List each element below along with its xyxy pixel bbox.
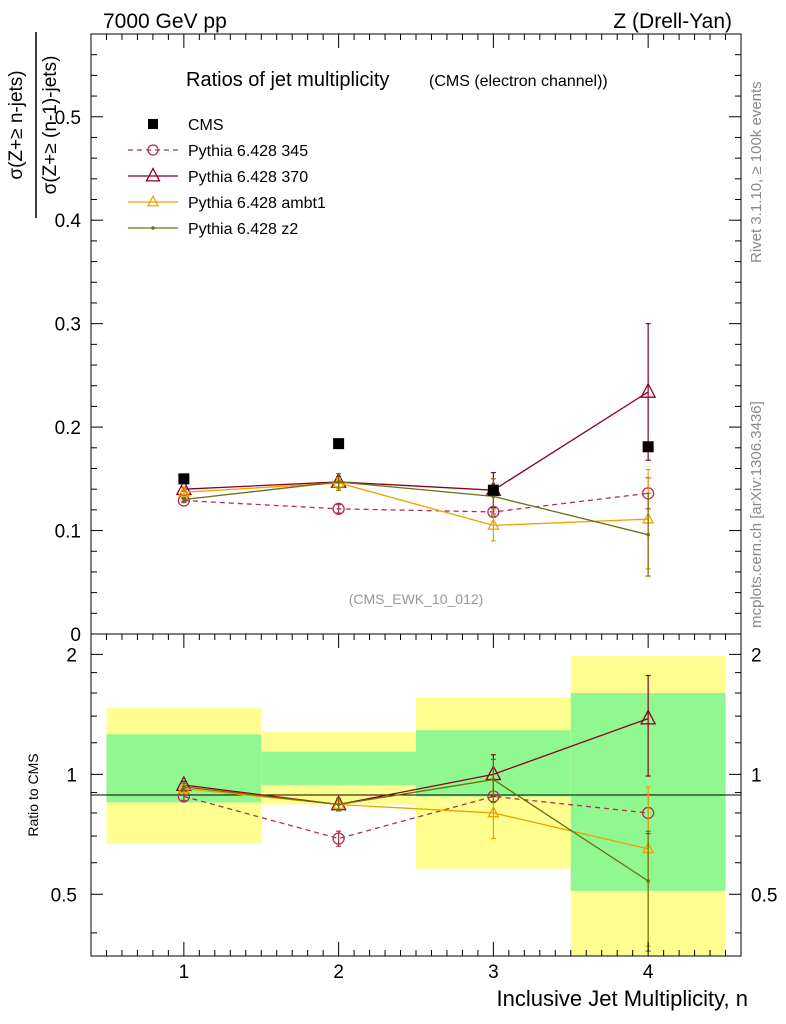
ratio-bands: [106, 656, 726, 956]
main-series-2-line: [183, 482, 649, 527]
xtick-label: 3: [488, 962, 499, 983]
x-axis-label: Inclusive Jet Multiplicity, n: [497, 986, 748, 1011]
ratio-series-0-line: [183, 795, 649, 840]
cms-data-marker: [642, 441, 654, 453]
xtick-label: 2: [333, 962, 344, 983]
cms-data-marker: [333, 438, 345, 450]
header-left: 7000 GeV pp: [103, 10, 227, 33]
cms-data-marker: [178, 473, 190, 485]
ratio-series: [175, 674, 657, 952]
legend-label: CMS: [188, 117, 224, 134]
main-ytick-label: 0.1: [55, 522, 81, 543]
main-y-ticks: 0 0.1 0.2 0.3 0.4 0.5: [55, 33, 741, 646]
main-series-1-marker: [640, 382, 657, 398]
chart-subtitle: (CMS (electron channel)): [429, 73, 608, 90]
rivet-label: Rivet 3.1.10, ≥ 100k events: [748, 81, 765, 263]
main-ytick-label: 0.4: [55, 211, 82, 232]
ylabel-denominator: σ(Z+≥ (n-1)-jets): [40, 56, 61, 195]
ratio-series-1-marker: [640, 709, 657, 725]
legend-label: Pythia 6.428 z2: [188, 221, 298, 238]
main-panel: Ratios of jet multiplicity (CMS (electro…: [6, 32, 742, 646]
main-ytick-label: 0.3: [55, 315, 81, 336]
main-series-3-marker: [336, 480, 341, 484]
main-series-0-marker: [332, 502, 345, 515]
legend: CMS Pythia 6.428 345 Pythia 6.428 370 Pythi…: [128, 117, 326, 238]
main-ytick-label: 0.2: [55, 418, 81, 439]
legend-label: Pythia 6.428 ambt1: [188, 195, 326, 212]
ratio-series-3-line: [183, 778, 649, 882]
ratio-series-2-marker: [487, 805, 500, 818]
legend-entry: Pythia 6.428 345: [128, 143, 308, 160]
legend-label: Pythia 6.428 370: [188, 169, 308, 186]
ratio-ytick-label-right: 0.5: [751, 885, 777, 906]
legend-label: Pythia 6.428 345: [188, 143, 308, 160]
main-series-1-group: [175, 323, 657, 509]
main-series: [175, 323, 657, 577]
main-ytick-label: 0.5: [55, 108, 81, 129]
ratio-ytick-label: 2: [66, 645, 77, 666]
ratio-y-ticks: 0.5 0.5 1 1 2 2: [51, 645, 777, 934]
ratio-series-3-marker: [491, 777, 496, 782]
ratio-ytick-label: 0.5: [51, 885, 77, 906]
main-series-0-line: [183, 492, 649, 513]
xtick-label: 4: [643, 962, 654, 983]
main-series-3-line: [183, 481, 649, 536]
xtick-label: 1: [179, 962, 190, 983]
legend-swatch-marker: [148, 119, 158, 129]
main-series-1-line: [183, 391, 649, 491]
ratio-panel: 0.5 0.5 1 1 2 2 1 2 3 4 Ratio to CMS Inclusive J…: [25, 34, 777, 1011]
legend-swatch-marker: [146, 194, 160, 207]
x-ticks: 1 2 3 4: [105, 34, 727, 983]
cms-data-marker: [487, 484, 499, 496]
ratio-series-1-line: [183, 717, 649, 806]
main-series-3-group: [181, 473, 651, 577]
main-ylabel: σ(Z+≥ n-jets) σ(Z+≥ (n-1)-jets): [6, 32, 61, 218]
legend-entry: Pythia 6.428 ambt1: [128, 194, 326, 212]
mcplots-label: mcplots.cern.ch [arXiv:1306.3436]: [748, 401, 765, 628]
legend-entry: CMS: [148, 117, 224, 134]
cms-data-group: [178, 438, 654, 496]
main-series-2-group: [177, 468, 655, 570]
ratio-series-3-marker: [336, 802, 341, 807]
ratio-series-3-marker: [182, 785, 186, 789]
legend-swatch-marker: [145, 167, 161, 182]
main-series-3-marker: [646, 532, 650, 537]
ratio-ytick-label: 1: [66, 765, 77, 786]
main-series-2-marker: [487, 518, 500, 530]
ratio-ylabel: Ratio to CMS: [25, 753, 41, 836]
main-ytick-label: 0: [70, 625, 81, 646]
legend-swatch-marker: [151, 226, 155, 230]
analysis-watermark: (CMS_EWK_10_012): [349, 591, 484, 607]
ratio-series-3-marker: [646, 879, 650, 883]
header-right: Z (Drell-Yan): [613, 10, 732, 33]
chart-title: Ratios of jet multiplicity: [186, 69, 389, 91]
legend-entry: Pythia 6.428 370: [128, 167, 308, 186]
main-series-2-marker: [177, 485, 190, 497]
ratio-frame: [90, 633, 742, 957]
ratio-ytick-label-right: 1: [751, 765, 762, 786]
main-series-3-marker: [182, 497, 186, 502]
ratio-series-3-group: [181, 758, 651, 952]
ratio-ytick-label-right: 2: [751, 645, 762, 666]
main-series-0-group: [177, 477, 655, 519]
ratio-series-0-marker: [332, 832, 345, 845]
ratio-band-inner: [261, 751, 416, 786]
ylabel-numerator: σ(Z+≥ n-jets): [6, 70, 27, 179]
legend-entry: Pythia 6.428 z2: [128, 221, 298, 238]
legend-swatch-marker: [147, 144, 159, 156]
